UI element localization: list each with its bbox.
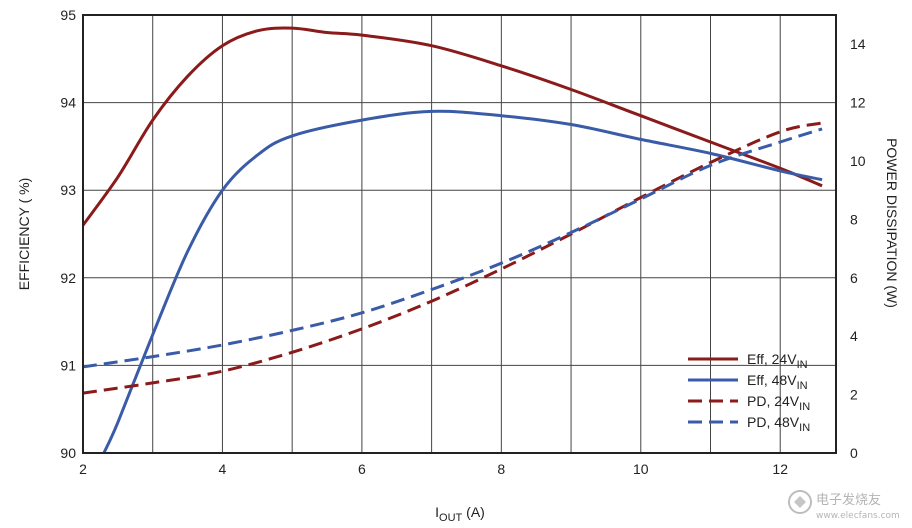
watermark-text: 电子发烧友 xyxy=(816,492,881,508)
y-left-tick-label: 92 xyxy=(60,270,76,286)
y-right-tick-label: 2 xyxy=(850,387,858,403)
y-left-tick-labels: 90 91 92 93 94 95 xyxy=(60,7,76,461)
y-right-tick-label: 4 xyxy=(850,328,858,344)
series-line-1 xyxy=(81,26,823,227)
legend-label-sub: IN xyxy=(797,380,808,392)
watermark-logo-mark xyxy=(794,496,806,508)
x-axis-title-main: I xyxy=(435,504,439,520)
series-group xyxy=(81,26,823,454)
y-right-tick-label: 12 xyxy=(850,95,866,111)
legend-label-main: Eff, 24V xyxy=(747,351,797,367)
x-axis-title: IOUT (A) xyxy=(435,504,485,524)
watermark-url: www.elecfans.com xyxy=(816,511,900,521)
series-line-4 xyxy=(82,127,823,369)
legend-label: Eff, 24VIN xyxy=(747,351,808,371)
plot-frame xyxy=(82,14,837,454)
legend-label-sub: IN xyxy=(799,401,810,413)
y-left-tick-label: 95 xyxy=(60,7,76,23)
x-axis-title-unit: (A) xyxy=(462,504,485,520)
y-left-tick-label: 93 xyxy=(60,182,76,198)
y-left-tick-label: 91 xyxy=(60,357,76,373)
legend-label-main: PD, 48V xyxy=(747,414,800,430)
y-left-tick-label: 94 xyxy=(60,95,76,111)
y-right-tick-label: 6 xyxy=(850,270,858,286)
y-left-tick-label: 90 xyxy=(60,445,76,461)
y-right-tick-label: 14 xyxy=(850,36,866,52)
legend-label: Eff, 48VIN xyxy=(747,372,808,392)
legend-label: PD, 24VIN xyxy=(747,393,810,413)
series-line-3 xyxy=(82,121,823,395)
x-tick-label: 10 xyxy=(633,461,649,477)
x-tick-label: 2 xyxy=(79,461,87,477)
y-left-axis-title: EFFICIENCY ( %) xyxy=(16,178,32,291)
y-right-tick-label: 0 xyxy=(850,445,858,461)
x-tick-labels: 2 4 6 8 10 12 xyxy=(79,461,788,477)
legend-label-main: Eff, 48V xyxy=(747,372,797,388)
legend-label-sub: IN xyxy=(799,422,810,434)
watermark-logo-icon xyxy=(788,490,812,514)
x-tick-label: 6 xyxy=(358,461,366,477)
series-line-2 xyxy=(102,109,823,454)
y-right-axis-title: POWER DISSIPATION (W) xyxy=(884,138,900,308)
x-axis-title-sub: OUT xyxy=(439,512,463,524)
y-right-tick-labels: 0 2 4 6 8 10 12 14 xyxy=(850,36,866,461)
x-tick-label: 4 xyxy=(219,461,227,477)
legend-label-sub: IN xyxy=(797,359,808,371)
x-tick-label: 12 xyxy=(772,461,788,477)
y-right-tick-label: 10 xyxy=(850,153,866,169)
y-right-tick-label: 8 xyxy=(850,211,858,227)
legend-label: PD, 48VIN xyxy=(747,414,810,434)
legend-label-main: PD, 24V xyxy=(747,393,800,409)
x-tick-label: 8 xyxy=(497,461,505,477)
elecfans-watermark: 电子发烧友 www.elecfans.com xyxy=(788,490,900,521)
